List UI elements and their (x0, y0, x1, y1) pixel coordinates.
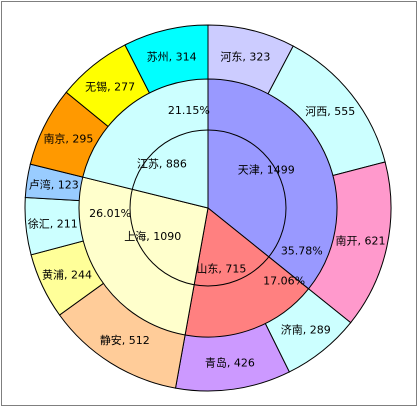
outer-label-9: 南京, 295 (43, 131, 93, 145)
outer-label-7: 徐汇, 211 (28, 217, 78, 231)
outer-label-8: 卢湾, 123 (29, 178, 79, 192)
outer-label-1: 河西, 555 (305, 105, 355, 118)
outer-label-10: 无锡, 277 (85, 80, 135, 94)
inner-label-2: 上海, 1090 (124, 229, 181, 243)
inner-slice-2[interactable] (78, 176, 209, 336)
inner-percent-0: 35.78% (281, 245, 323, 258)
inner-percent-1: 17.06% (263, 274, 305, 287)
outer-label-11: 苏州, 314 (147, 50, 197, 63)
outer-label-5: 静安, 512 (100, 333, 150, 347)
center-ring-outline (129, 129, 287, 287)
inner-slice-3[interactable] (82, 78, 209, 209)
outer-label-2: 南开, 621 (336, 235, 386, 248)
inner-ring (78, 78, 338, 338)
inner-label-0: 天津, 1499 (238, 163, 295, 176)
outer-label-0: 河东, 323 (220, 51, 270, 64)
outer-label-6: 黄浦, 244 (42, 268, 92, 282)
inner-label-1: 山东, 715 (196, 263, 246, 276)
inner-percent-2: 26.01% (89, 207, 131, 220)
outer-label-3: 济南, 289 (281, 323, 331, 337)
inner-slice-1[interactable] (184, 207, 310, 338)
inner-percent-3: 21.15% (168, 104, 210, 117)
inner-label-3: 江苏, 886 (137, 158, 187, 171)
outer-label-4: 青岛, 426 (205, 355, 255, 369)
inner-slice-0[interactable] (207, 78, 338, 290)
labels: 河东, 323 河西, 555 南开, 621 济南, 289 青岛, 426 静安, 5… (28, 50, 386, 369)
